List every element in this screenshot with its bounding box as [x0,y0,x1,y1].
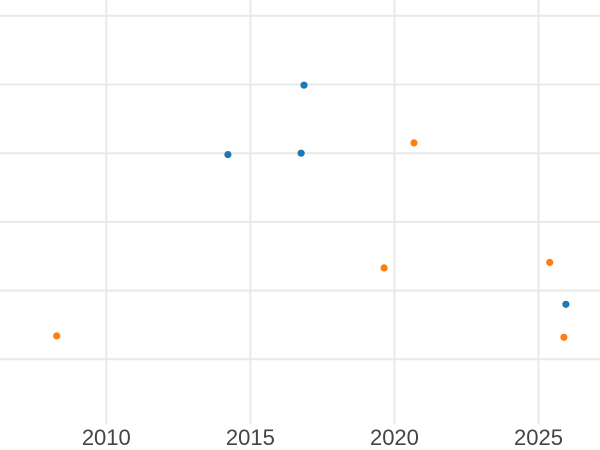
data-point-orange[interactable] [560,333,568,341]
x-axis-tick-label: 2015 [225,425,275,450]
data-point-blue[interactable] [300,81,308,89]
data-point-orange[interactable] [546,258,554,266]
data-point-orange[interactable] [410,139,418,147]
x-axis-tick-label: 2020 [369,425,419,450]
data-point-orange[interactable] [53,332,61,340]
x-axis-tick-label: 2010 [81,425,131,450]
data-point-blue[interactable] [224,151,232,159]
data-point-orange[interactable] [380,264,388,272]
data-point-blue[interactable] [562,300,570,308]
x-axis-tick-label: 2025 [514,425,563,450]
data-point-blue[interactable] [297,149,305,157]
